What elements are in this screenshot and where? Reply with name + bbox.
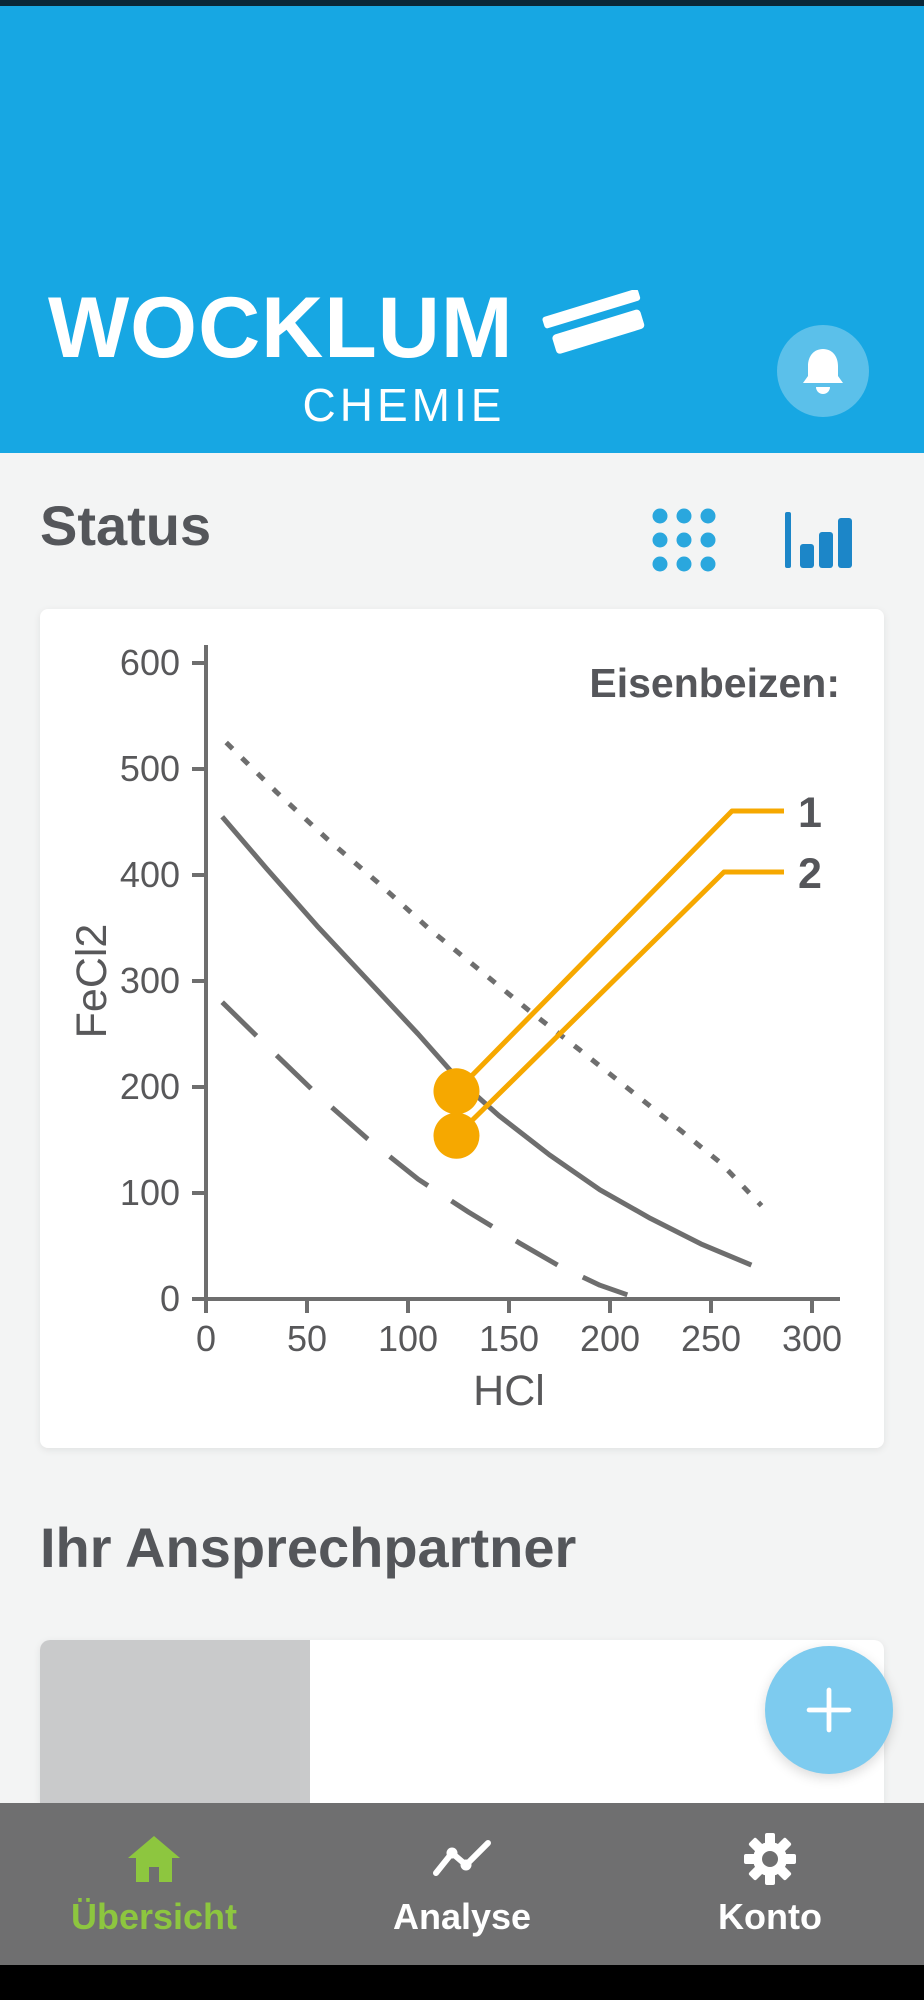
svg-text:100: 100 <box>120 1172 180 1213</box>
svg-text:0: 0 <box>196 1318 216 1359</box>
bottom-nav: Übersicht Analyse <box>0 1803 924 1965</box>
nav-label-analyse: Analyse <box>392 1896 532 1937</box>
contact-section-title: Ihr Ansprechpartner <box>40 1516 577 1579</box>
svg-text:400: 400 <box>120 854 180 895</box>
svg-text:HCl: HCl <box>473 1367 545 1415</box>
nav-label-uebersicht: Übersicht <box>70 1896 238 1937</box>
brand-swoosh-icon <box>542 290 645 354</box>
svg-text:FeCl2: FeCl2 <box>68 924 116 1039</box>
line-chart-icon <box>432 1831 492 1887</box>
home-icon <box>126 1831 182 1887</box>
svg-text:200: 200 <box>120 1066 180 1107</box>
add-button[interactable] <box>765 1646 893 1774</box>
svg-text:600: 600 <box>120 642 180 683</box>
svg-text:100: 100 <box>378 1318 438 1359</box>
svg-text:2: 2 <box>798 850 822 898</box>
svg-text:0: 0 <box>160 1278 180 1319</box>
bar-chart-icon <box>785 512 852 568</box>
bell-icon <box>803 349 843 394</box>
svg-text:250: 250 <box>681 1318 741 1359</box>
svg-text:1: 1 <box>798 789 822 837</box>
chart-view-button[interactable] <box>776 498 860 582</box>
contact-photo-placeholder <box>40 1640 310 1803</box>
brand-subtitle: CHEMIE <box>302 379 506 431</box>
svg-text:200: 200 <box>580 1318 640 1359</box>
svg-text:50: 50 <box>287 1318 327 1359</box>
svg-text:300: 300 <box>120 960 180 1001</box>
dot-grid-icon <box>652 508 716 572</box>
nav-item-konto[interactable]: Konto <box>616 1803 924 1965</box>
status-bar-edge <box>0 0 924 6</box>
fecl2-hcl-line-chart: 0 100 200 300 400 500 600 0 50 100 150 200 250 300 HCl… <box>68 642 842 1415</box>
plus-icon <box>806 1687 852 1733</box>
svg-text:300: 300 <box>782 1318 842 1359</box>
grid-view-button[interactable] <box>642 498 726 582</box>
notifications-button[interactable] <box>777 325 869 417</box>
nav-item-uebersicht[interactable]: Übersicht <box>0 1803 308 1965</box>
status-section-title: Status <box>40 494 212 557</box>
home-indicator-area <box>0 1965 924 2000</box>
gear-icon <box>743 1831 797 1887</box>
app-header: WOCKLUM CHEMIE <box>0 0 924 453</box>
nav-label-konto: Konto <box>718 1896 822 1937</box>
svg-text:Eisenbeizen:: Eisenbeizen: <box>589 660 840 706</box>
status-chart-card: 0 100 200 300 400 500 600 0 50 100 150 200 250 300 HCl… <box>40 609 884 1448</box>
contact-card[interactable] <box>40 1640 884 1803</box>
brand-wordmark: WOCKLUM <box>48 280 514 376</box>
nav-item-analyse[interactable]: Analyse <box>308 1803 616 1965</box>
svg-text:150: 150 <box>479 1318 539 1359</box>
svg-text:500: 500 <box>120 748 180 789</box>
